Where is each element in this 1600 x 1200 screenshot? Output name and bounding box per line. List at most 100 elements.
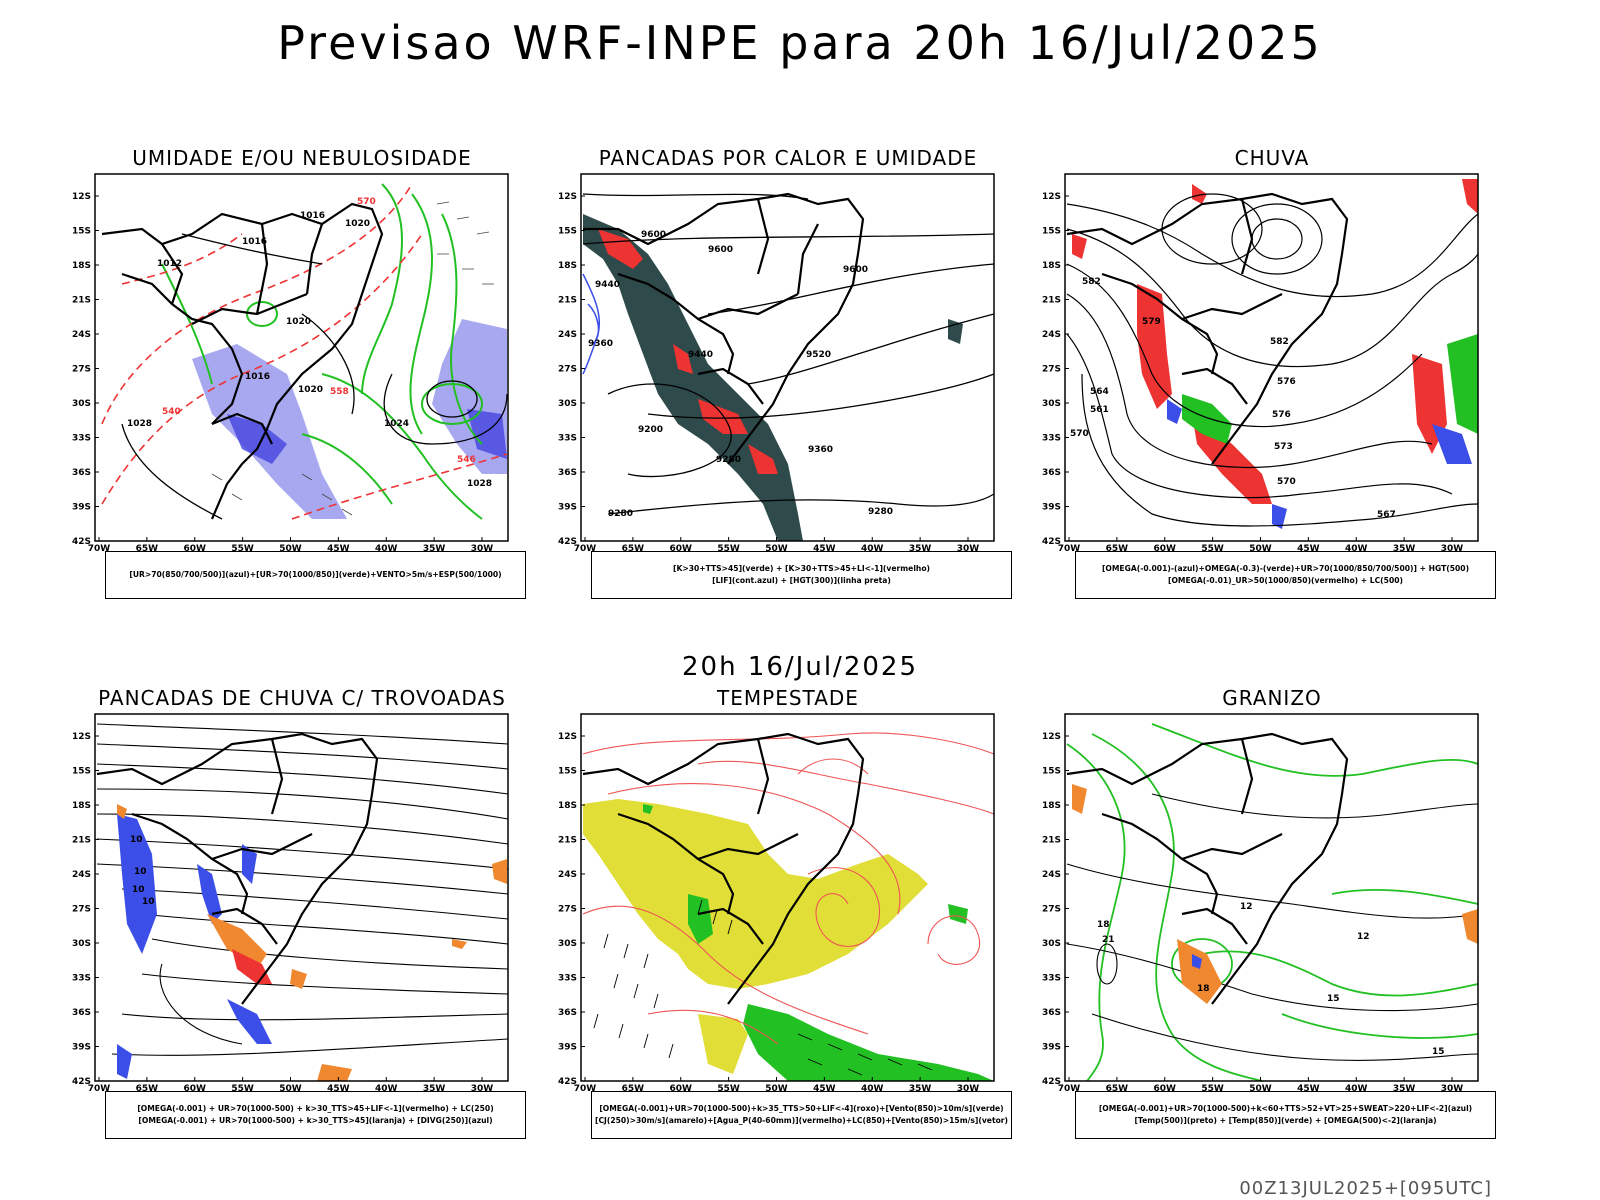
lon-tick-label: 50W	[279, 1084, 302, 1094]
contour-label: 1020	[298, 385, 323, 395]
contour-label: 9280	[868, 507, 893, 517]
map-chuva: 582 579 576 573 570 567 564 561 570 576 …	[1042, 173, 1479, 554]
contour-label: 1028	[467, 479, 492, 489]
lat-tick-label: 33S	[1042, 434, 1061, 444]
lat-tick-label: 33S	[558, 974, 577, 984]
lon-tick-label: 35W	[1393, 544, 1416, 554]
panel-title: TEMPESTADE	[717, 686, 859, 710]
lat-tick-label: 15S	[558, 227, 577, 237]
contour-label: 10	[142, 897, 155, 907]
green-temp850-contours	[1066, 723, 1479, 1082]
blue-omega-shading	[1167, 399, 1472, 529]
lat-tick-label: 39S	[558, 1043, 577, 1053]
lon-tick-label: 30W	[1441, 1084, 1464, 1094]
lon-tick-label: 70W	[1058, 1084, 1081, 1094]
lat-tick-label: 27S	[558, 905, 577, 915]
lat-tick-label: 18S	[1042, 261, 1061, 271]
lon-tick-label: 45W	[813, 544, 836, 554]
contour-value-labels: 9600 9600 9600 9440 9520 9440 9360 9200 …	[588, 230, 893, 519]
contour-label: 1020	[345, 219, 370, 229]
lat-tick-label: 36S	[558, 468, 577, 478]
lon-tick-label: 30W	[471, 1084, 494, 1094]
lat-tick-label: 12S	[1042, 732, 1061, 742]
legend-box: [OMEGA(-0.001) + UR>70(1000-500) + k>30_…	[105, 1091, 526, 1139]
map-frame	[580, 173, 995, 542]
contour-label: 570	[1277, 477, 1296, 487]
lat-tick-label: 24S	[72, 330, 91, 340]
contour-label: 540	[162, 407, 181, 417]
lat-tick-label: 30S	[558, 399, 577, 409]
contour-label: 21	[1102, 935, 1115, 945]
contour-label: 10	[134, 867, 147, 877]
lat-tick-label: 24S	[558, 330, 577, 340]
lon-tick-label: 55W	[231, 1084, 254, 1094]
lat-tick-label: 18S	[72, 261, 91, 271]
lat-tick-label: 36S	[1042, 468, 1061, 478]
lat-tick-label: 42S	[558, 537, 577, 547]
legend-line: [OMEGA(-0.01)_UR>50(1000/850)(vermelho) …	[1168, 576, 1403, 585]
yellow-jet-shading	[583, 799, 928, 1074]
lon-tick-label: 35W	[423, 544, 446, 554]
contour-label: 15	[1432, 1047, 1445, 1057]
lon-tick-label: 40W	[375, 544, 398, 554]
lon-tick-label: 55W	[717, 1084, 740, 1094]
lon-tick-label: 65W	[1106, 1084, 1129, 1094]
panel-umidade: UMIDADE E/OU NEBULOSIDADE	[62, 146, 542, 626]
lat-tick-label: 27S	[72, 365, 91, 375]
blue-hail-shading	[1192, 954, 1202, 969]
lon-tick-label: 60W	[184, 544, 207, 554]
lat-tick-label: 24S	[1042, 330, 1061, 340]
contour-label: 567	[1377, 510, 1396, 520]
lon-tick-label: 45W	[1297, 544, 1320, 554]
lon-tick-label: 30W	[1441, 544, 1464, 554]
lon-tick-label: 55W	[1201, 544, 1224, 554]
continent-outline	[583, 192, 865, 465]
lat-tick-label: 27S	[1042, 905, 1061, 915]
lat-tick-label: 39S	[1042, 1043, 1061, 1053]
red-streamlines	[582, 732, 995, 1045]
lat-tick-label: 39S	[558, 503, 577, 513]
lat-tick-label: 27S	[558, 365, 577, 375]
contour-label: 9280	[608, 509, 633, 519]
contour-label: 15	[1327, 994, 1340, 1004]
lat-tick-label: 12S	[1042, 192, 1061, 202]
lon-tick-label: 45W	[813, 1084, 836, 1094]
panel-title: CHUVA	[1234, 146, 1310, 170]
contour-value-labels: 582 579 576 573 570 567 564 561 570 576 …	[1070, 277, 1396, 520]
contour-label: 570	[357, 197, 376, 207]
lat-tick-label: 15S	[72, 227, 91, 237]
red-instability-shading	[232, 949, 272, 984]
contour-label: 9520	[806, 350, 831, 360]
lat-tick-label: 18S	[558, 801, 577, 811]
lon-tick-label: 65W	[622, 1084, 645, 1094]
contour-label: 1020	[286, 317, 311, 327]
lon-tick-label: 35W	[423, 1084, 446, 1094]
contour-label: 9280	[716, 455, 741, 465]
contour-label: 576	[1272, 410, 1291, 420]
lon-tick-label: 60W	[184, 1084, 207, 1094]
lat-tick-label: 36S	[558, 1008, 577, 1018]
lon-tick-label: 60W	[670, 1084, 693, 1094]
legend-line: [Temp(500)](preto) + [Temp(850)](verde) …	[1134, 1116, 1437, 1125]
panel-granizo: GRANIZO	[1032, 686, 1512, 1166]
green-humidity-contours	[161, 183, 483, 520]
contour-label: 9360	[588, 339, 613, 349]
contour-label: 582	[1270, 337, 1289, 347]
lat-tick-label: 27S	[1042, 365, 1061, 375]
contour-label: 9600	[641, 230, 666, 240]
lat-tick-label: 30S	[1042, 939, 1061, 949]
orange-instability-shading	[117, 804, 507, 1081]
black-temp500-contours	[1066, 793, 1479, 1061]
lon-tick-label: 65W	[136, 1084, 159, 1094]
legend-box: [OMEGA(-0.001)+UR>70(1000-500)+k>35_TTS>…	[591, 1091, 1012, 1139]
legend-line: [CJ(250)>30m/s](amarelo)+[Agua_P(40-60mm…	[594, 1116, 1009, 1125]
contour-label: 1016	[300, 211, 325, 221]
lat-tick-label: 33S	[1042, 974, 1061, 984]
lat-tick-label: 33S	[72, 974, 91, 984]
lon-tick-label: 40W	[375, 1084, 398, 1094]
lat-tick-label: 21S	[558, 836, 577, 846]
